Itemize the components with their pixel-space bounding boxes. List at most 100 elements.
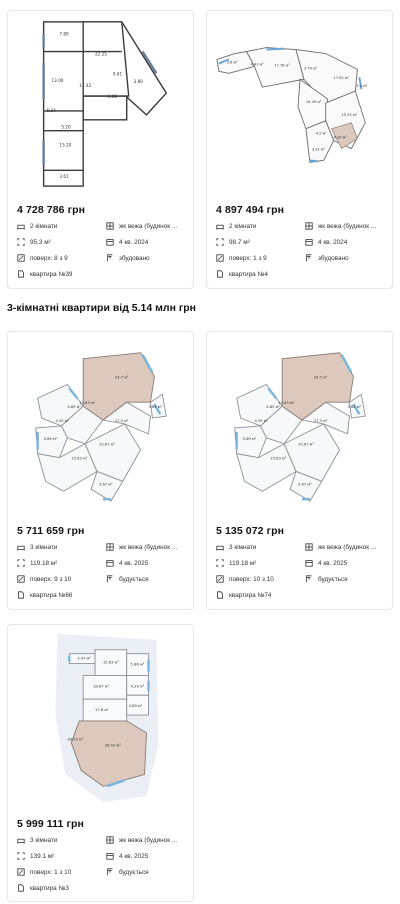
plan-label: 17.8 м²	[95, 708, 109, 712]
bed-icon	[216, 543, 224, 551]
crane-icon	[305, 254, 313, 262]
apartment-value: квартира №3	[30, 884, 69, 892]
quarter-spec: 4 кв. 2025	[106, 852, 193, 860]
plan-label: 22.25	[95, 52, 107, 57]
plan-label: 4.35 м²	[55, 419, 69, 423]
floor-plan-svg: 3.6 м² 4.41 м² 17.78 м² 3.79 м² 17.62 м²…	[216, 47, 368, 163]
apartment-card[interactable]: 3.6 м² 4.41 м² 17.78 м² 3.79 м² 17.62 м²…	[206, 10, 393, 289]
plan-label: 9.41	[113, 71, 123, 76]
plan-label: 4.85 м²	[67, 405, 81, 409]
apartment-value: квартира №74	[229, 591, 272, 599]
quarter-spec: 4 кв. 2024	[305, 238, 392, 246]
quarter-value: 4 кв. 2024	[318, 238, 348, 246]
plan-label: 13.83 м²	[79, 401, 95, 405]
status-spec: збудовано	[305, 254, 392, 262]
quarter-spec: 4 кв. 2025	[305, 559, 392, 567]
quarter-value: 4 кв. 2024	[119, 238, 149, 246]
plan-label: 13.83 м²	[278, 401, 294, 405]
status-spec: будується	[305, 575, 392, 583]
stairs-icon	[17, 868, 25, 876]
area-value: 119.18 м²	[30, 559, 58, 567]
plan-label: 3.6 м²	[227, 60, 238, 64]
plan-label: 15.20	[59, 143, 71, 148]
plan-label: 3.31 м²	[312, 147, 326, 151]
price: 5 711 659 грн	[17, 525, 85, 537]
price: 5 999 111 грн	[17, 818, 84, 830]
floor-value: поверх: 9 з 10	[30, 575, 72, 583]
document-icon	[216, 591, 224, 599]
plan-label: 28.53 м²	[67, 738, 83, 742]
building-icon	[106, 543, 114, 551]
apartment-value: квартира №4	[229, 270, 268, 278]
plan-label: 10.67 м²	[298, 443, 314, 447]
plan-label: 6.80	[108, 94, 118, 99]
calendar-icon	[305, 238, 313, 246]
apartment-card[interactable]: 24.7 м² 4.85 м² 13.83 м² 17.3 м² 3.65 м²…	[7, 331, 194, 610]
plan-label: 5.69 м²	[44, 437, 58, 441]
apartment-spec: квартира №4	[216, 270, 304, 278]
rooms-value: 3 кімнати	[30, 836, 58, 844]
plan-label: 4.85 м²	[266, 405, 280, 409]
document-icon	[17, 591, 25, 599]
plan-label: 4.35 м²	[254, 419, 268, 423]
building-icon	[106, 836, 114, 844]
area-spec: 119.18 м²	[17, 559, 105, 567]
floor-spec: поверх: 10 з 10	[216, 575, 304, 583]
plan-label: 17.3 м²	[115, 419, 129, 423]
area-icon	[216, 559, 224, 567]
area-value: 95.3 м²	[30, 238, 51, 246]
plan-label: 15.33 м²	[342, 113, 358, 117]
plan-label: 7.89	[59, 32, 69, 37]
plan-label: 15.63 м²	[270, 457, 286, 461]
crane-icon	[106, 575, 114, 583]
floor-spec: поверх: 8 з 9	[17, 254, 105, 262]
plan-label: 18.87 м²	[93, 684, 109, 688]
plan-label: 5.20	[61, 125, 71, 130]
rooms-spec: 3 кімнати	[17, 836, 105, 844]
section-title: 3-кімнатні квартири від 5.14 млн грн	[7, 302, 196, 314]
apartment-card[interactable]: 7.89 22.25 13.00 9.41 11.42 5.34 5.20 15…	[7, 10, 194, 289]
document-icon	[17, 270, 25, 278]
building-spec: жк вежа (будинок ...	[305, 543, 392, 551]
apartment-value: квартира №66	[30, 591, 73, 599]
floor-spec: поверх: 1 з 9	[216, 254, 304, 262]
crane-icon	[106, 868, 114, 876]
plan-label: 3.61	[59, 174, 69, 179]
document-icon	[17, 884, 25, 892]
floor-value: поверх: 1 з 10	[30, 868, 72, 876]
building-spec: жк вежа (будинок ...	[106, 222, 193, 230]
bed-icon	[216, 222, 224, 230]
plan-label: 24.7 м²	[314, 375, 328, 379]
building-icon	[106, 222, 114, 230]
plan-label: 10.67 м²	[99, 443, 115, 447]
apartment-spec: квартира №66	[17, 591, 105, 599]
area-icon	[17, 238, 25, 246]
floor-plan-svg: 24.7 м² 4.85 м² 13.83 м² 17.3 м² 3.65 м²…	[234, 352, 366, 502]
stairs-icon	[17, 575, 25, 583]
plan-label: 3.67 м²	[99, 482, 113, 486]
bed-icon	[17, 836, 25, 844]
floor-plan-image: 3.6 м² 4.41 м² 17.78 м² 3.79 м² 17.62 м²…	[207, 11, 392, 193]
apartment-spec: квартира №39	[17, 270, 105, 278]
plan-label: 24.7 м²	[115, 375, 129, 379]
price: 4 728 786 грн	[17, 204, 86, 216]
area-icon	[216, 238, 224, 246]
plan-label: 11.42	[79, 83, 91, 88]
apartment-card[interactable]: 3.47 м² 15.63 м² 5.86 м² 18.87 м² 4.29 м…	[7, 624, 194, 902]
status-value: будується	[119, 575, 149, 583]
apartment-card[interactable]: 24.7 м² 4.85 м² 13.83 м² 17.3 м² 3.65 м²…	[206, 331, 393, 610]
plan-label: 3.80	[134, 79, 144, 84]
plan-label: 5.69 м²	[243, 437, 257, 441]
status-value: будується	[119, 868, 149, 876]
building-value: жк вежа (будинок ...	[119, 836, 178, 844]
calendar-icon	[106, 852, 114, 860]
area-icon	[17, 559, 25, 567]
calendar-icon	[106, 559, 114, 567]
plan-label: 17.78 м²	[274, 63, 290, 67]
plan-label: 10.49 м²	[306, 100, 322, 104]
rooms-spec: 3 кімнати	[216, 543, 304, 551]
rooms-spec: 3 кімнати	[17, 543, 105, 551]
stairs-icon	[216, 254, 224, 262]
stairs-icon	[17, 254, 25, 262]
bed-icon	[17, 543, 25, 551]
